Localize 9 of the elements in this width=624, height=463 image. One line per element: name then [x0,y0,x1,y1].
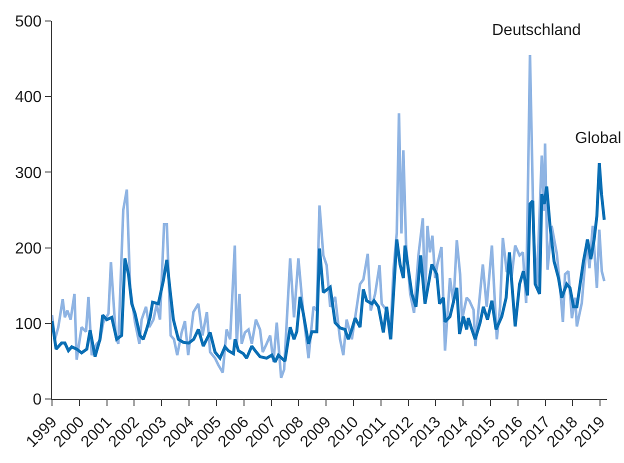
y-tick-label: 400 [14,89,42,106]
series-label: Global [575,130,622,147]
line-series [52,162,606,364]
y-tick-label: 0 [32,392,42,409]
y-tick-label: 200 [14,240,42,258]
series-label: Deutschland [492,22,581,39]
y-tick-label: 300 [14,164,42,182]
y-tick-label: 500 [14,14,42,31]
y-tick-label: 100 [14,316,42,333]
